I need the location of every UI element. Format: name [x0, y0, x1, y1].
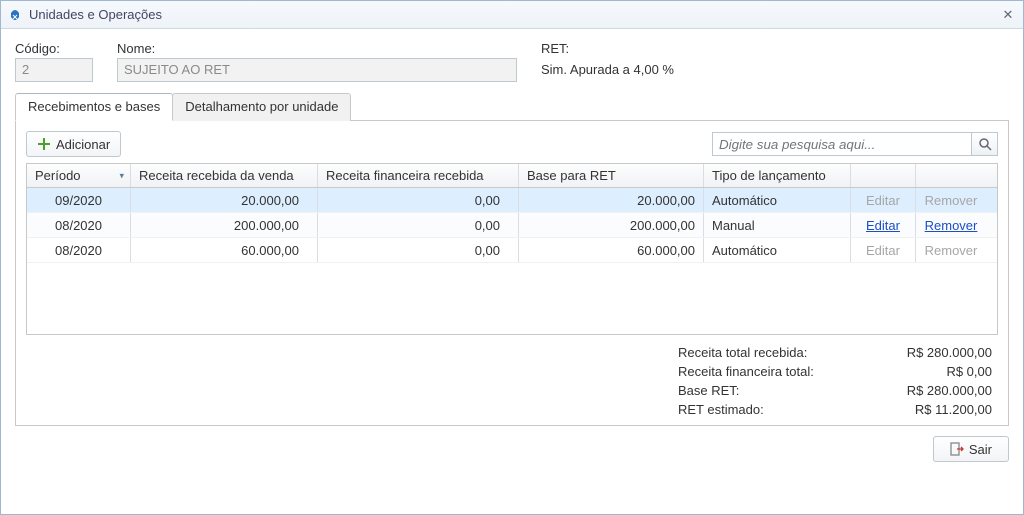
cell-edit: Editar	[851, 213, 916, 237]
cell-base: 60.000,00	[519, 238, 704, 262]
cell-venda: 20.000,00	[131, 188, 318, 212]
window-root: Unidades e Operações ✕ Código: 2 Nome: S…	[0, 0, 1024, 515]
cell-remove: Remover	[916, 213, 986, 237]
table-row[interactable]: 08/2020200.000,000,00200.000,00ManualEdi…	[27, 213, 997, 238]
app-icon	[7, 7, 23, 23]
exit-button-label: Sair	[969, 442, 992, 457]
total-receita-value: R$ 280.000,00	[858, 345, 998, 360]
remove-link: Remover	[925, 243, 978, 258]
cell-tipo: Manual	[704, 213, 851, 237]
grid: Período ▾ Receita recebida da venda Rece…	[26, 163, 998, 335]
col-header-tipo[interactable]: Tipo de lançamento	[704, 164, 851, 187]
edit-link: Editar	[866, 193, 900, 208]
cell-venda: 60.000,00	[131, 238, 318, 262]
codigo-label: Código:	[15, 41, 93, 56]
col-header-periodo-label: Período	[35, 168, 81, 183]
ret-value: Sim. Apurada a 4,00 %	[541, 62, 1009, 77]
sort-desc-icon: ▾	[119, 170, 124, 181]
table-row[interactable]: 09/202020.000,000,0020.000,00AutomáticoE…	[27, 188, 997, 213]
titlebar: Unidades e Operações ✕	[1, 1, 1023, 29]
total-fin-label: Receita financeira total:	[678, 364, 858, 379]
cell-financeira: 0,00	[318, 213, 519, 237]
total-base-value: R$ 280.000,00	[858, 383, 998, 398]
window-title: Unidades e Operações	[29, 7, 999, 22]
total-retest-value: R$ 11.200,00	[858, 402, 998, 417]
cell-periodo: 08/2020	[27, 238, 131, 262]
cell-remove: Remover	[916, 188, 986, 212]
cell-financeira: 0,00	[318, 188, 519, 212]
codigo-field: Código: 2	[15, 41, 93, 82]
cell-venda: 200.000,00	[131, 213, 318, 237]
nome-label: Nome:	[117, 41, 517, 56]
edit-link[interactable]: Editar	[866, 218, 900, 233]
col-header-edit	[851, 164, 916, 187]
col-header-financeira[interactable]: Receita financeira recebida	[318, 164, 519, 187]
cell-tipo: Automático	[704, 188, 851, 212]
cell-edit: Editar	[851, 188, 916, 212]
cell-periodo: 09/2020	[27, 188, 131, 212]
col-header-base[interactable]: Base para RET	[519, 164, 704, 187]
cell-edit: Editar	[851, 238, 916, 262]
total-retest-label: RET estimado:	[678, 402, 858, 417]
search-button[interactable]	[972, 132, 998, 156]
cell-periodo: 08/2020	[27, 213, 131, 237]
codigo-value: 2	[15, 58, 93, 82]
cell-remove: Remover	[916, 238, 986, 262]
exit-icon	[950, 442, 964, 456]
tabpanel-recebimentos: Adicionar Período ▾	[15, 121, 1009, 426]
dialog-footer: Sair	[15, 426, 1009, 462]
close-icon[interactable]: ✕	[999, 7, 1017, 23]
cell-base: 200.000,00	[519, 213, 704, 237]
header-fields: Código: 2 Nome: SUJEITO AO RET RET: Sim.…	[15, 41, 1009, 82]
toolbar: Adicionar	[26, 131, 998, 157]
tab-recebimentos[interactable]: Recebimentos e bases	[15, 93, 173, 121]
add-button[interactable]: Adicionar	[26, 131, 121, 157]
total-base-label: Base RET:	[678, 383, 858, 398]
grid-body: 09/202020.000,000,0020.000,00AutomáticoE…	[27, 188, 997, 263]
search-icon	[978, 137, 992, 151]
col-header-venda[interactable]: Receita recebida da venda	[131, 164, 318, 187]
total-fin-value: R$ 0,00	[858, 364, 998, 379]
tab-detalhamento[interactable]: Detalhamento por unidade	[172, 93, 351, 121]
search-input[interactable]	[712, 132, 972, 156]
totals: Receita total recebida:R$ 280.000,00 Rec…	[26, 345, 998, 417]
cell-tipo: Automático	[704, 238, 851, 262]
cell-base: 20.000,00	[519, 188, 704, 212]
total-receita-label: Receita total recebida:	[678, 345, 858, 360]
ret-field: RET: Sim. Apurada a 4,00 %	[541, 41, 1009, 82]
content-area: Código: 2 Nome: SUJEITO AO RET RET: Sim.…	[1, 29, 1023, 514]
searchbox	[712, 132, 998, 156]
tabs: Recebimentos e bases Detalhamento por un…	[15, 92, 1009, 121]
grid-header: Período ▾ Receita recebida da venda Rece…	[27, 164, 997, 188]
remove-link[interactable]: Remover	[925, 218, 978, 233]
col-header-remove	[916, 164, 986, 187]
nome-field: Nome: SUJEITO AO RET	[117, 41, 517, 82]
add-button-label: Adicionar	[56, 137, 110, 152]
edit-link: Editar	[866, 243, 900, 258]
col-header-periodo[interactable]: Período ▾	[27, 164, 131, 187]
table-row[interactable]: 08/202060.000,000,0060.000,00AutomáticoE…	[27, 238, 997, 263]
cell-financeira: 0,00	[318, 238, 519, 262]
exit-button[interactable]: Sair	[933, 436, 1009, 462]
nome-value: SUJEITO AO RET	[117, 58, 517, 82]
remove-link: Remover	[925, 193, 978, 208]
ret-label: RET:	[541, 41, 1009, 56]
plus-icon	[37, 137, 51, 151]
